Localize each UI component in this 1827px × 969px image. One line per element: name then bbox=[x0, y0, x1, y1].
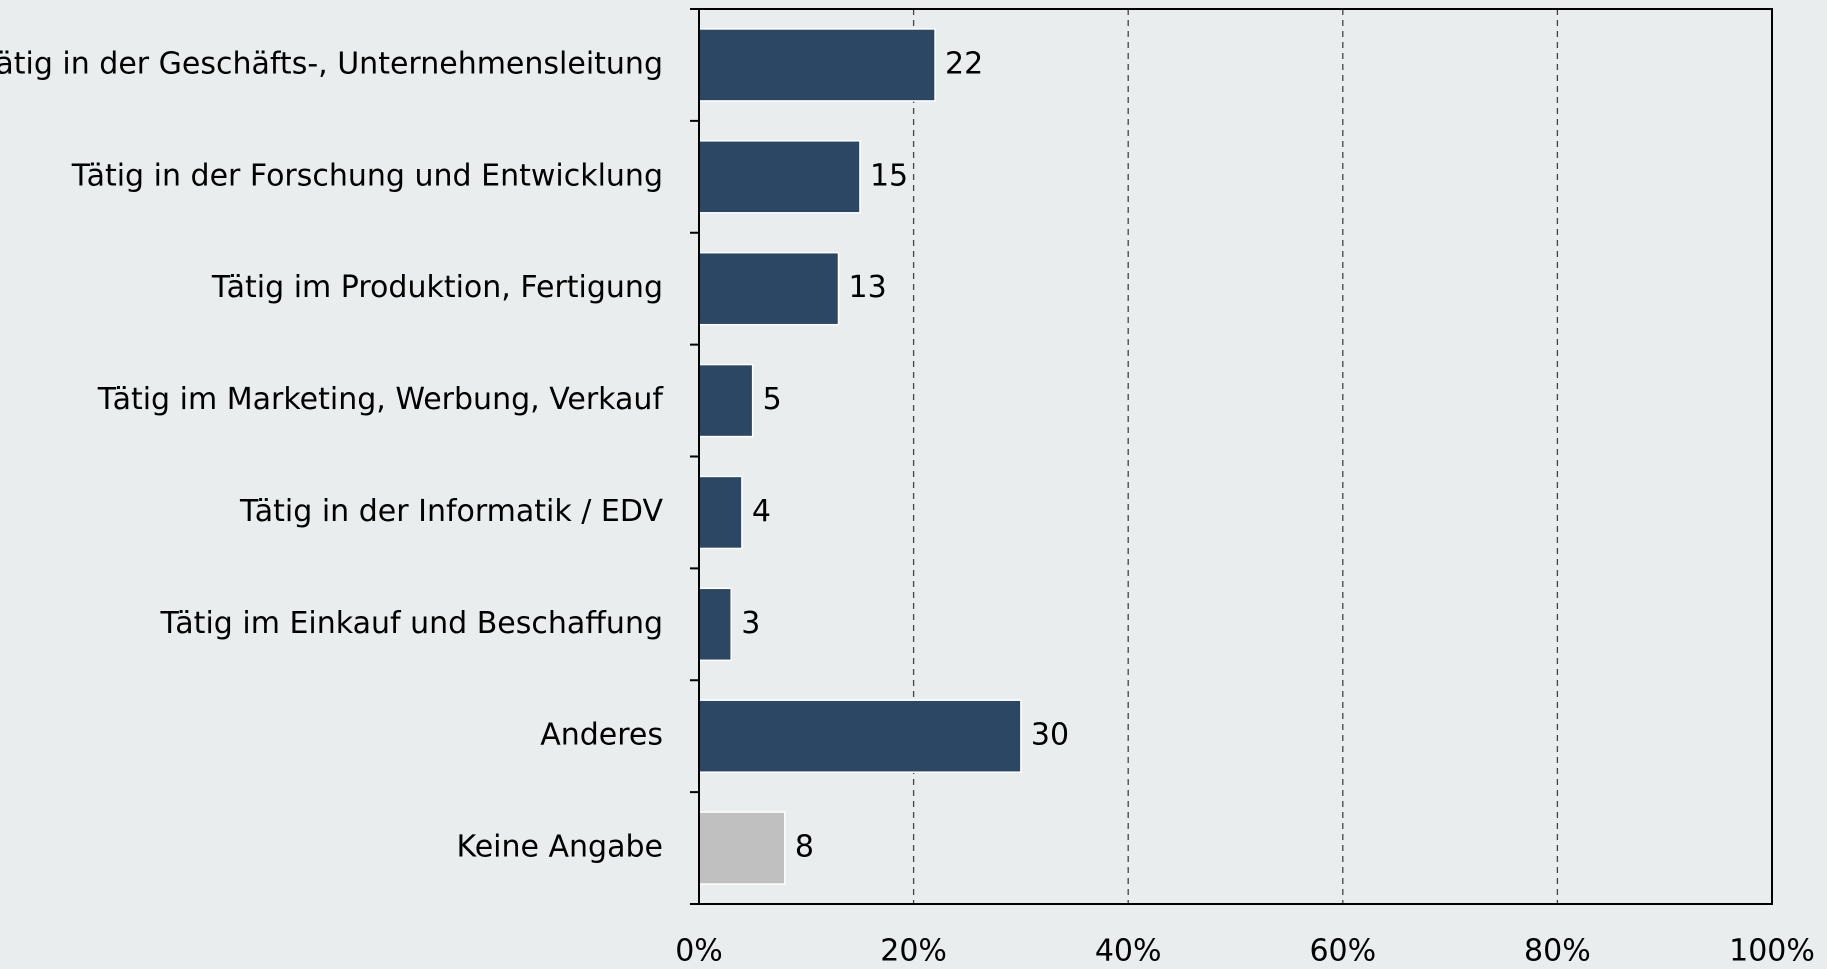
y-tick-label: Tätig im Einkauf und Beschaffung bbox=[159, 606, 663, 641]
x-tick-label: 20% bbox=[880, 934, 947, 969]
x-tick-label: 40% bbox=[1095, 934, 1162, 969]
x-tick-label: 80% bbox=[1524, 934, 1591, 969]
x-tick-label: 60% bbox=[1309, 934, 1376, 969]
y-tick-label: Tätig in der Informatik / EDV bbox=[239, 494, 664, 529]
bar bbox=[698, 475, 743, 550]
x-tick-label: 0% bbox=[675, 934, 723, 969]
bar bbox=[698, 363, 754, 438]
value-label: 30 bbox=[1031, 718, 1069, 753]
value-label: 3 bbox=[741, 606, 760, 641]
value-label: 5 bbox=[763, 382, 782, 417]
bar bbox=[698, 251, 840, 326]
bar bbox=[698, 28, 936, 102]
bar bbox=[698, 140, 861, 214]
value-label: 15 bbox=[870, 158, 908, 193]
y-tick-label: Anderes bbox=[540, 718, 663, 753]
y-tick-label: Keine Angabe bbox=[457, 830, 663, 865]
value-label: 8 bbox=[795, 830, 814, 865]
bar bbox=[698, 587, 732, 662]
value-label: 4 bbox=[752, 494, 771, 529]
plot-frame bbox=[698, 8, 1773, 905]
x-tick-label: 100% bbox=[1729, 934, 1815, 969]
y-tick-label: Tätig im Produktion, Fertigung bbox=[211, 270, 663, 305]
y-tick-label: Tätig in der Forschung und Entwicklung bbox=[71, 158, 663, 193]
value-label: 22 bbox=[945, 46, 983, 81]
value-label: 13 bbox=[848, 270, 886, 305]
y-tick-label: Tätig in der Geschäfts-, Unternehmenslei… bbox=[0, 46, 663, 81]
bar bbox=[698, 811, 786, 885]
bar bbox=[698, 699, 1022, 773]
y-tick-label: Tätig im Marketing, Werbung, Verkauf bbox=[97, 382, 665, 417]
